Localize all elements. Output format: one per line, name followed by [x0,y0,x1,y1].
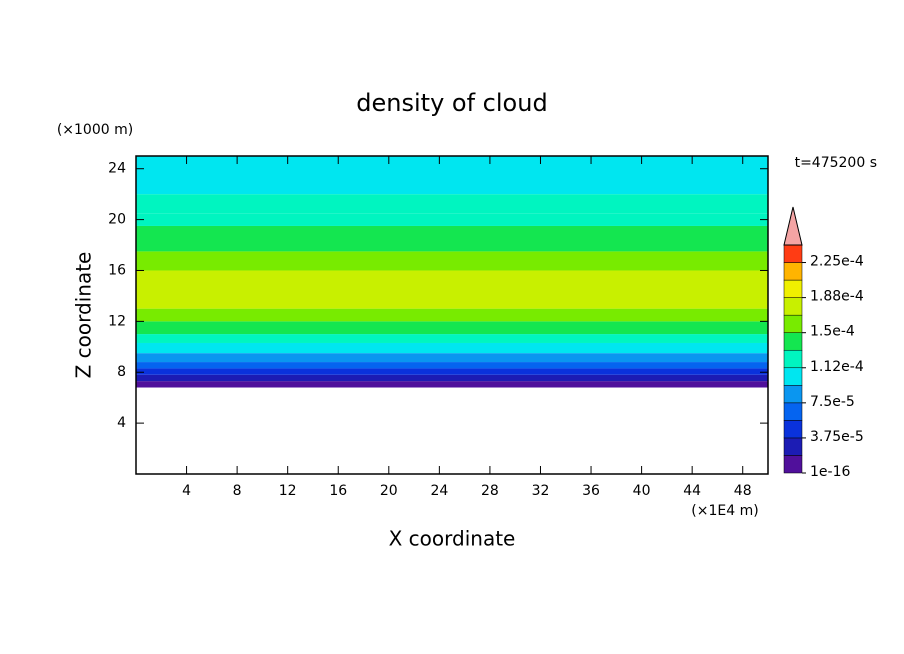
contour-band [136,194,768,214]
contour-band [136,374,768,382]
x-tick-label: 28 [481,483,499,499]
x-tick-label: 48 [734,483,752,499]
colorbar-box [783,437,803,456]
x-tick-label: 8 [233,483,242,499]
contour-band [136,156,768,195]
colorbar-box [783,385,803,404]
colorbar-box [783,402,803,421]
colorbar-extend [783,206,803,246]
annotation: t=475200 s [795,155,877,171]
y-tick-label: 24 [108,161,126,177]
colorbar-label: 1e-16 [810,464,850,480]
colorbar-label: 1.12e-4 [810,359,864,375]
chart-title: density of cloud [356,89,547,117]
y-tick-label: 16 [108,262,126,278]
y-unit: (×1000 m) [57,122,133,138]
x-tick-label: 44 [683,483,701,499]
contour-band [136,321,768,335]
colorbar-box [783,314,803,333]
contour-band [136,270,768,309]
x-tick-label: 12 [279,483,297,499]
contour-band [136,308,768,322]
colorbar-box [783,262,803,281]
colorbar-box [783,244,803,263]
y-tick-label: 4 [117,415,126,431]
contour-band [136,368,768,375]
colorbar-label: 2.25e-4 [810,254,864,270]
colorbar-label: 7.5e-5 [810,394,855,410]
y-tick-label: 20 [108,212,126,228]
y-tick-label: 12 [108,313,126,329]
colorbar-label: 1.88e-4 [810,289,864,305]
x-tick-label: 32 [532,483,550,499]
x-tick-label: 20 [380,483,398,499]
colorbar-box [783,279,803,298]
colorbar-label: 3.75e-5 [810,429,864,445]
colorbar-box [783,297,803,316]
colorbar-label: 1.5e-4 [810,324,855,340]
colorbar-box [783,367,803,386]
plot-frame [135,155,769,475]
x-tick-label: 16 [329,483,347,499]
contour-band [136,334,768,343]
colorbar-box [783,455,803,474]
x-tick-label: 40 [633,483,651,499]
x-tick-label: 36 [582,483,600,499]
x-unit: (×1E4 m) [691,503,758,519]
y-tick-label: 8 [117,364,126,380]
contour-band [136,213,768,226]
x-axis-label: X coordinate [389,527,516,551]
contour-band [136,381,768,388]
contour-band [136,353,768,363]
x-tick-label: 4 [182,483,191,499]
contour-band [136,362,768,369]
contour-band [136,251,768,271]
colorbar-box [783,349,803,369]
colorbar-box [783,332,803,351]
contour-band [136,342,768,354]
contour-band [136,225,768,252]
colorbar-box [783,420,803,439]
y-axis-label: Z coordinate [72,252,96,379]
x-tick-label: 24 [430,483,448,499]
